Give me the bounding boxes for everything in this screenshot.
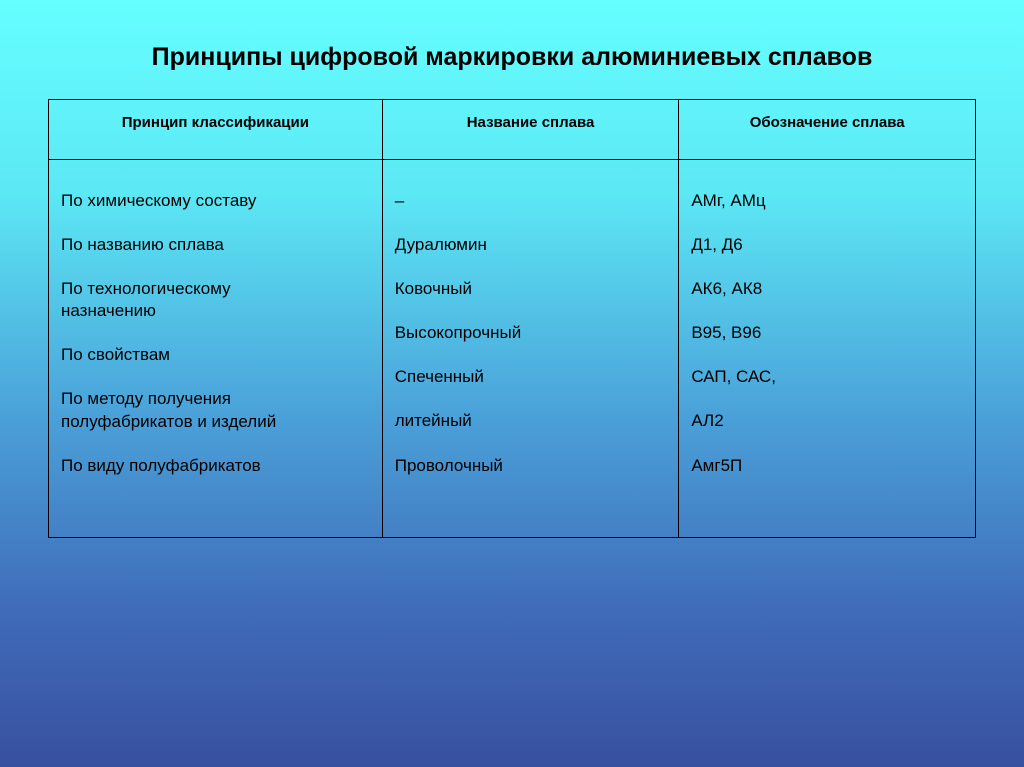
cell-principles: По химическому составу По названию сплав… <box>49 160 383 538</box>
name-duralumin: Дуралюмин <box>395 234 667 256</box>
header-principle: Принцип классификации <box>49 100 383 160</box>
slide-title: Принципы цифровой маркировки алюминиевых… <box>48 30 976 85</box>
principle-tech-line1: По технологическому <box>61 278 370 300</box>
principle-method-line2: полуфабрикатов и изделий <box>61 411 370 433</box>
desig-sap-sas: САП, САС, <box>691 366 963 388</box>
name-high-strength: Высокопрочный <box>395 322 667 344</box>
name-dash: – <box>395 190 667 212</box>
cell-alloy-names: – Дуралюмин Ковочный Высокопрочный Спече… <box>382 160 679 538</box>
desig-amg5p: Амг5П <box>691 455 963 477</box>
name-casting: литейный <box>395 410 667 432</box>
principle-semifinished: По виду полуфабрикатов <box>61 455 370 477</box>
name-forging: Ковочный <box>395 278 667 300</box>
table-header-row: Принцип классификации Название сплава Об… <box>49 100 976 160</box>
principle-tech-line2: назначению <box>61 300 370 322</box>
principle-chemical: По химическому составу <box>61 190 370 212</box>
desig-v95-v96: В95, В96 <box>691 322 963 344</box>
alloy-marking-table: Принцип классификации Название сплава Об… <box>48 99 976 538</box>
desig-amg-amc: АМг, АМц <box>691 190 963 212</box>
cell-designations: АМг, АМц Д1, Д6 АК6, АК8 В95, В96 САП, С… <box>679 160 976 538</box>
principle-method-line1: По методу получения <box>61 388 370 410</box>
desig-ak6-ak8: АК6, АК8 <box>691 278 963 300</box>
header-alloy-designation: Обозначение сплава <box>679 100 976 160</box>
table-body-row: По химическому составу По названию сплав… <box>49 160 976 538</box>
principle-properties: По свойствам <box>61 344 370 366</box>
desig-al2: АЛ2 <box>691 410 963 432</box>
name-wire: Проволочный <box>395 455 667 477</box>
principle-by-name: По названию сплава <box>61 234 370 256</box>
desig-d1-d6: Д1, Д6 <box>691 234 963 256</box>
name-sintered: Спеченный <box>395 366 667 388</box>
header-alloy-name: Название сплава <box>382 100 679 160</box>
